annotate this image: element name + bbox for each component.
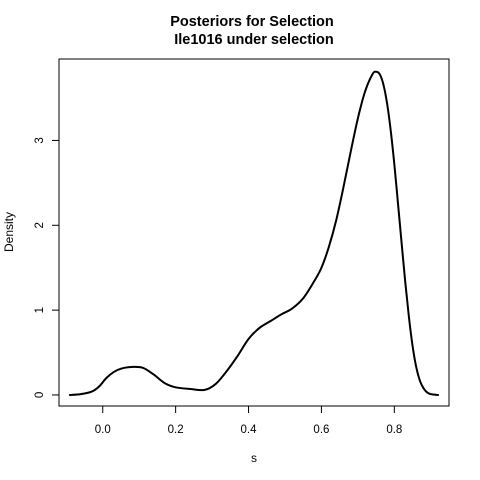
x-tick-label: 0.0	[95, 424, 111, 436]
chart-title: Posteriors for Selection	[170, 14, 334, 30]
x-tick-label: 0.6	[313, 424, 329, 436]
x-tick-label: 0.8	[386, 424, 402, 436]
y-tick-label: 1	[34, 307, 46, 313]
x-tick-label: 0.4	[241, 424, 258, 436]
y-axis-label: Density	[2, 212, 16, 252]
density-curve	[68, 70, 440, 396]
plot-frame	[58, 58, 450, 407]
x-axis: 0.0 0.2 0.4 0.6 0.8	[95, 405, 402, 436]
x-tick-label: 0.2	[168, 424, 184, 436]
x-axis-label: s	[251, 451, 257, 465]
chart-subtitle: Ile1016 under selection	[174, 32, 334, 48]
series-layer	[68, 70, 440, 396]
y-tick-label: 2	[34, 222, 46, 228]
y-tick-label: 0	[34, 392, 46, 398]
y-tick-label: 3	[34, 137, 46, 143]
y-axis: 0 1 2 3	[34, 137, 60, 398]
